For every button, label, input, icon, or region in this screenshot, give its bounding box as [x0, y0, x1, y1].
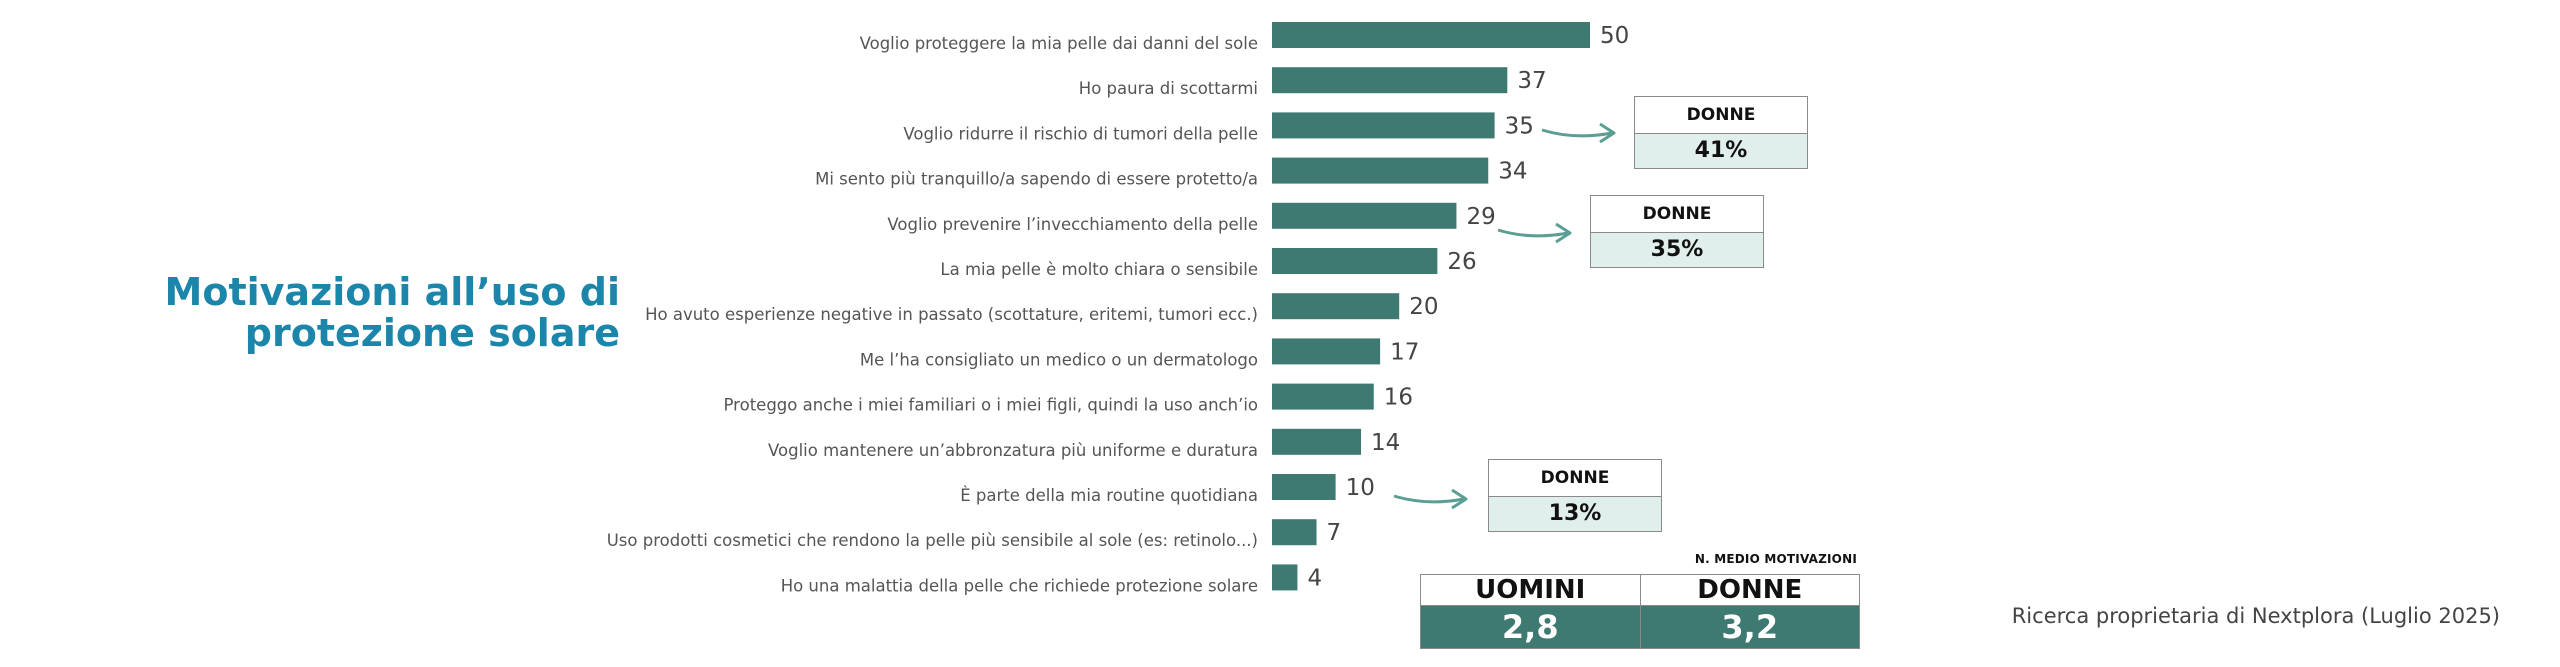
callout-tumori: DONNE 41%	[1634, 96, 1808, 169]
callout-value: 35%	[1591, 233, 1763, 267]
value-label: 17	[1390, 339, 1419, 365]
bar	[1272, 293, 1400, 320]
avg-motivations-caption: N. MEDIO MOTIVAZIONI	[1694, 552, 1857, 566]
category-label: Ho paura di scottarmi	[1079, 79, 1258, 98]
value-label: 10	[1346, 475, 1375, 501]
value-label: 35	[1505, 113, 1534, 139]
category-label: Voglio prevenire l’invecchiamento della …	[887, 215, 1258, 234]
bar	[1272, 248, 1438, 274]
bar	[1272, 564, 1298, 591]
category-label: Voglio mantenere un’abbronzatura più uni…	[768, 441, 1258, 460]
callout-routine: DONNE 13%	[1488, 459, 1662, 532]
bar	[1272, 67, 1508, 94]
value-label: 14	[1371, 430, 1400, 456]
category-label: La mia pelle è molto chiara o sensibile	[940, 260, 1258, 279]
callout-header: DONNE	[1489, 460, 1661, 497]
bar	[1272, 428, 1362, 455]
bar	[1272, 474, 1336, 500]
category-label: Ho avuto esperienze negative in passato …	[645, 305, 1258, 324]
category-label: Proteggo anche i miei familiari o i miei…	[724, 396, 1258, 415]
value-label: 20	[1409, 294, 1438, 320]
bar	[1272, 157, 1489, 184]
avg-value: 3,2	[1640, 606, 1859, 648]
callout-header: DONNE	[1591, 196, 1763, 233]
avg-header: UOMINI	[1421, 575, 1640, 606]
bar	[1272, 519, 1317, 546]
category-label: Me l’ha consigliato un medico o un derma…	[860, 350, 1258, 369]
avg-col-donne: DONNE 3,2	[1639, 575, 1859, 648]
callout-invecchiamento: DONNE 35%	[1590, 195, 1764, 268]
bar	[1272, 338, 1381, 365]
category-label: Uso prodotti cosmetici che rendono la pe…	[607, 531, 1258, 550]
source-note: Ricerca proprietaria di Nextplora (Lugli…	[2011, 604, 2500, 628]
arrow-icon	[1497, 222, 1572, 244]
value-label: 16	[1384, 385, 1413, 411]
callout-value: 13%	[1489, 497, 1661, 531]
bar	[1272, 202, 1457, 229]
category-label: Mi sento più tranquillo/a sapendo di ess…	[815, 170, 1258, 189]
avg-value: 2,8	[1421, 606, 1640, 648]
chart-title: Motivazioni all’uso di protezione solare	[164, 270, 620, 355]
value-label: 29	[1466, 204, 1495, 230]
category-label: È parte della mia routine quotidiana	[960, 486, 1258, 505]
callout-value: 41%	[1635, 134, 1807, 168]
avg-motivations-table: UOMINI 2,8 DONNE 3,2	[1420, 574, 1860, 649]
callout-header: DONNE	[1635, 97, 1807, 134]
value-label: 7	[1327, 520, 1342, 546]
bar	[1272, 383, 1374, 410]
arrow-icon	[1541, 122, 1616, 144]
category-label: Ho una malattia della pelle che richiede…	[781, 576, 1258, 595]
bar	[1272, 22, 1590, 48]
arrow-icon	[1393, 488, 1468, 510]
category-label: Voglio ridurre il rischio di tumori dell…	[903, 124, 1258, 143]
value-label: 26	[1447, 249, 1476, 275]
category-label: Voglio proteggere la mia pelle dai danni…	[860, 34, 1258, 53]
value-label: 37	[1517, 68, 1546, 94]
value-label: 4	[1307, 565, 1322, 591]
value-label: 50	[1600, 23, 1629, 49]
bar	[1272, 112, 1495, 139]
value-label: 34	[1498, 159, 1527, 185]
avg-header: DONNE	[1640, 575, 1859, 606]
avg-col-uomini: UOMINI 2,8	[1421, 575, 1640, 648]
